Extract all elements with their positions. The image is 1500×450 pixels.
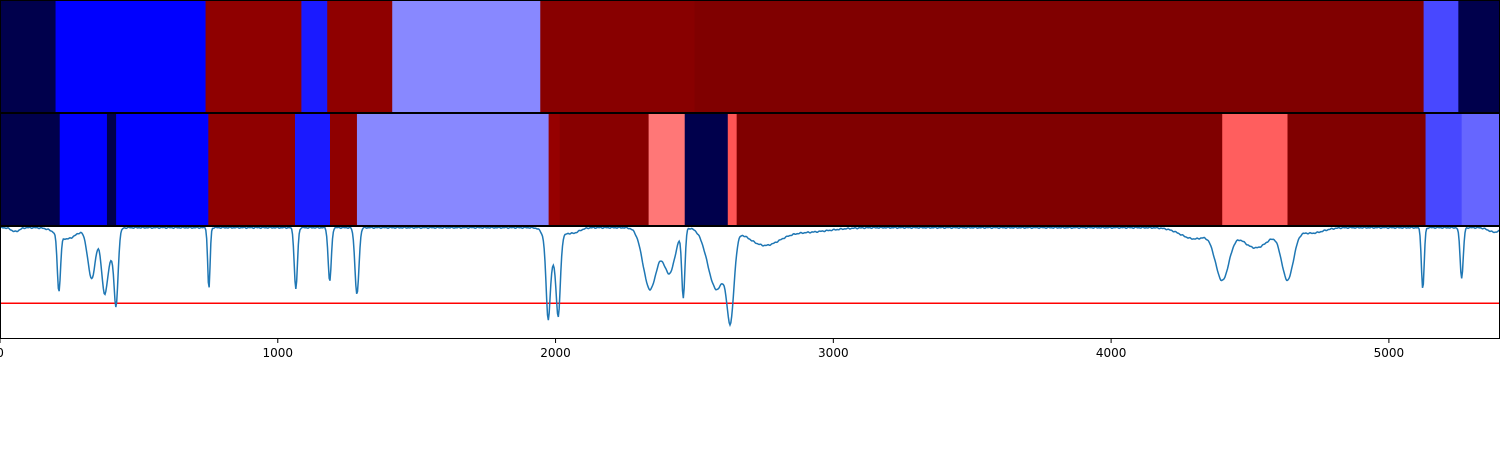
x-tick-label: 2000 [540,346,571,360]
x-tick-label: 5000 [1374,346,1405,360]
heatmap-row-1 [0,0,1500,112]
heatmap-cell [1423,0,1459,112]
heatmap-cell [116,113,209,225]
heatmap-cell [1458,0,1500,112]
heatmap-cell [736,113,1223,225]
heatmap-cell [684,113,729,225]
heatmap-cell [694,0,1425,112]
heatmap-rows [0,0,1500,225]
x-tick-label: 4000 [1096,346,1127,360]
heatmap-cell [356,113,550,225]
x-tick-label: 1000 [263,346,294,360]
panel-frame [0,226,1500,339]
heatmap-cell [0,0,57,112]
heatmap-cell [559,113,650,225]
heatmap-cell [295,113,331,225]
x-tick-label: 3000 [818,346,849,360]
heatmap-cell [392,0,541,112]
heatmap-cell [0,113,61,225]
heatmap-cell [59,113,108,225]
heatmap-row-2 [0,113,1500,225]
heatmap-cell [330,113,358,225]
heatmap-cell [1425,113,1463,225]
heatmap-cell [540,0,696,112]
heatmap-cell [1222,113,1289,225]
x-axis: 0 1000 2000 3000 4000 5000 [0,338,1405,360]
heatmap-cell [648,113,686,225]
heatmap-cell [727,113,738,225]
heatmap-cell [205,0,302,112]
heatmap-cell [1461,113,1500,225]
heatmap-cell [301,0,328,112]
heatmap-cell [548,113,561,225]
heatmap-cell [1287,113,1427,225]
x-tick-label: 0 [0,346,4,360]
heatmap-cell [327,0,393,112]
heatmap-cell [106,113,117,225]
heatmap-cell [208,113,296,225]
heatmap-cell [55,0,207,112]
signal-line [0,226,1500,328]
